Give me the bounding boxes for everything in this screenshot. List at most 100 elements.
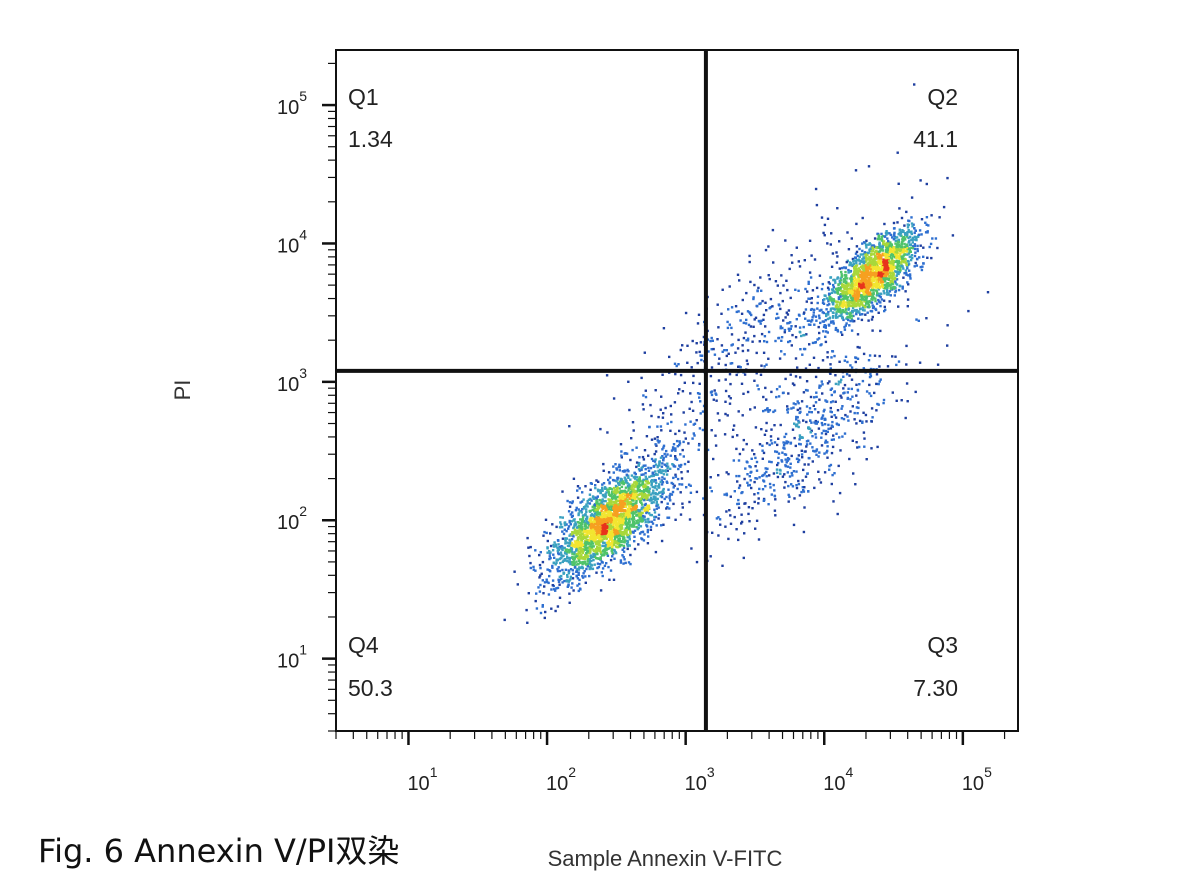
data-point: [861, 297, 864, 301]
data-point: [886, 286, 889, 289]
data-point: [635, 490, 638, 494]
data-point: [588, 567, 591, 571]
data-point: [638, 476, 641, 479]
data-point: [754, 426, 758, 429]
data-point: [626, 539, 629, 543]
data-point: [894, 253, 897, 256]
data-point: [755, 460, 759, 464]
data-point: [633, 494, 636, 497]
data-point: [892, 274, 895, 277]
data-point: [613, 494, 616, 498]
data-point: [909, 255, 912, 259]
data-point: [571, 500, 574, 503]
data-point: [581, 549, 585, 553]
data-point: [887, 256, 890, 260]
data-point: [857, 317, 860, 320]
data-point: [612, 522, 615, 526]
data-point: [645, 495, 648, 498]
data-point: [848, 314, 852, 317]
data-point: [841, 309, 844, 312]
data-point: [555, 525, 558, 529]
data-point: [588, 565, 592, 569]
data-point: [513, 570, 516, 573]
data-point: [566, 585, 569, 588]
data-point: [861, 277, 865, 280]
data-point: [643, 518, 647, 521]
data-point: [579, 550, 582, 553]
data-point: [576, 489, 579, 492]
data-point: [870, 296, 874, 299]
data-point: [628, 483, 631, 486]
data-point: [628, 486, 631, 489]
data-point: [607, 514, 611, 518]
data-point: [908, 219, 911, 223]
data-point: [624, 499, 627, 502]
data-point: [869, 275, 872, 278]
data-point: [575, 570, 578, 573]
data-point: [897, 243, 900, 246]
data-point: [825, 400, 828, 403]
data-point: [765, 442, 769, 445]
data-point: [770, 442, 774, 445]
data-point: [655, 492, 658, 496]
data-point: [911, 225, 914, 228]
data-point: [895, 278, 899, 281]
data-point: [611, 529, 614, 532]
data-point: [589, 545, 592, 548]
data-point: [534, 569, 537, 572]
data-point: [643, 498, 646, 502]
data-point: [815, 319, 818, 322]
data-point: [631, 491, 635, 494]
data-point: [606, 519, 609, 522]
data-point: [710, 393, 714, 397]
data-point: [838, 279, 841, 283]
data-point: [627, 489, 630, 492]
data-point: [951, 234, 955, 237]
data-point: [615, 467, 618, 470]
data-point: [535, 607, 539, 610]
data-point: [889, 286, 892, 290]
data-point: [831, 302, 835, 305]
data-point: [663, 452, 666, 456]
data-point: [673, 465, 677, 468]
data-point: [618, 491, 622, 494]
data-point: [543, 530, 546, 534]
data-point: [856, 446, 859, 449]
data-point: [589, 517, 592, 521]
data-point: [655, 507, 659, 510]
data-point: [866, 271, 869, 275]
data-point: [656, 503, 660, 507]
data-point: [750, 457, 753, 460]
data-point: [899, 268, 902, 272]
data-point: [878, 354, 881, 358]
data-point: [915, 264, 919, 267]
data-point: [857, 294, 861, 298]
data-point: [591, 521, 594, 524]
data-point: [766, 407, 769, 410]
data-point: [602, 532, 606, 535]
data-point: [834, 326, 838, 330]
data-point: [633, 529, 637, 532]
data-point: [626, 507, 630, 511]
data-point: [559, 551, 563, 554]
data-point: [851, 263, 855, 266]
data-point: [861, 313, 864, 316]
data-point: [660, 490, 663, 494]
data-point: [886, 246, 889, 249]
data-point: [616, 515, 619, 518]
data-point: [828, 380, 831, 383]
data-point: [866, 290, 870, 293]
data-point: [781, 326, 784, 330]
data-point: [600, 535, 603, 538]
data-point: [688, 500, 691, 504]
data-point: [554, 545, 558, 548]
data-point: [849, 398, 852, 401]
data-point: [628, 520, 631, 523]
data-point: [636, 528, 639, 531]
data-point: [657, 469, 660, 473]
data-point: [645, 511, 648, 515]
data-point: [572, 557, 575, 560]
data-point: [797, 454, 800, 457]
data-point: [846, 277, 849, 280]
data-point: [865, 254, 868, 257]
